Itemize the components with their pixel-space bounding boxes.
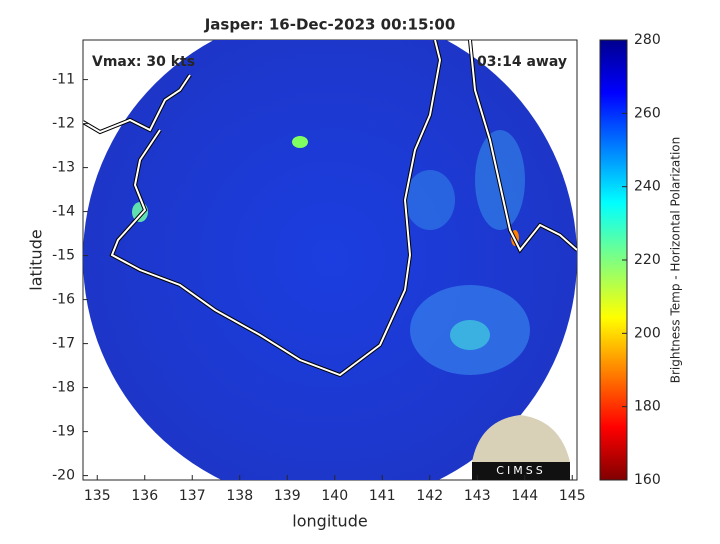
x-tick-label: 138 — [226, 488, 253, 504]
x-tick-label: 143 — [464, 488, 491, 504]
x-tick-label: 142 — [416, 488, 443, 504]
colorbar-tick-label: 180 — [634, 399, 661, 415]
x-tick-label: 141 — [369, 488, 396, 504]
logo-text: CIMSS — [496, 464, 545, 477]
y-tick-label: -15 — [52, 248, 75, 264]
x-tick-label: 145 — [559, 488, 586, 504]
x-tick-label: 139 — [274, 488, 301, 504]
y-tick-label: -20 — [52, 468, 75, 484]
chart-title: Jasper: 16-Dec-2023 00:15:00 — [204, 16, 456, 34]
annotation: Vmax: 30 kts — [92, 54, 195, 70]
colorbar-tick-label: 160 — [634, 472, 661, 488]
swath — [83, 40, 577, 480]
x-tick-label: 144 — [511, 488, 538, 504]
x-tick-label: 136 — [131, 488, 158, 504]
colorbar-tick-label: 220 — [634, 252, 661, 268]
annotation: 03:14 away — [477, 54, 567, 70]
y-tick-label: -18 — [52, 380, 75, 396]
x-tick-label: 135 — [84, 488, 111, 504]
y-axis-label: latitude — [27, 229, 46, 290]
logo: CIMSS — [472, 415, 570, 480]
y-tick-label: -17 — [52, 336, 75, 352]
y-tick-label: -13 — [52, 160, 75, 176]
colorbar-tick-label: 280 — [634, 32, 661, 48]
colorbar-tick-label: 240 — [634, 179, 661, 195]
colorbar-tick-label: 200 — [634, 325, 661, 341]
y-tick-label: -19 — [52, 424, 75, 440]
y-tick-label: -16 — [52, 292, 75, 308]
y-tick-label: -14 — [52, 204, 75, 220]
x-tick-label: 137 — [179, 488, 206, 504]
x-axis-label: longitude — [292, 512, 367, 531]
colorbar-tick-label: 260 — [634, 105, 661, 121]
colorbar-label: Brightness Temp - Horizontal Polarizatio… — [669, 137, 683, 384]
y-tick-label: -12 — [52, 116, 75, 132]
y-tick-label: -11 — [52, 72, 75, 88]
x-tick-label: 140 — [321, 488, 348, 504]
